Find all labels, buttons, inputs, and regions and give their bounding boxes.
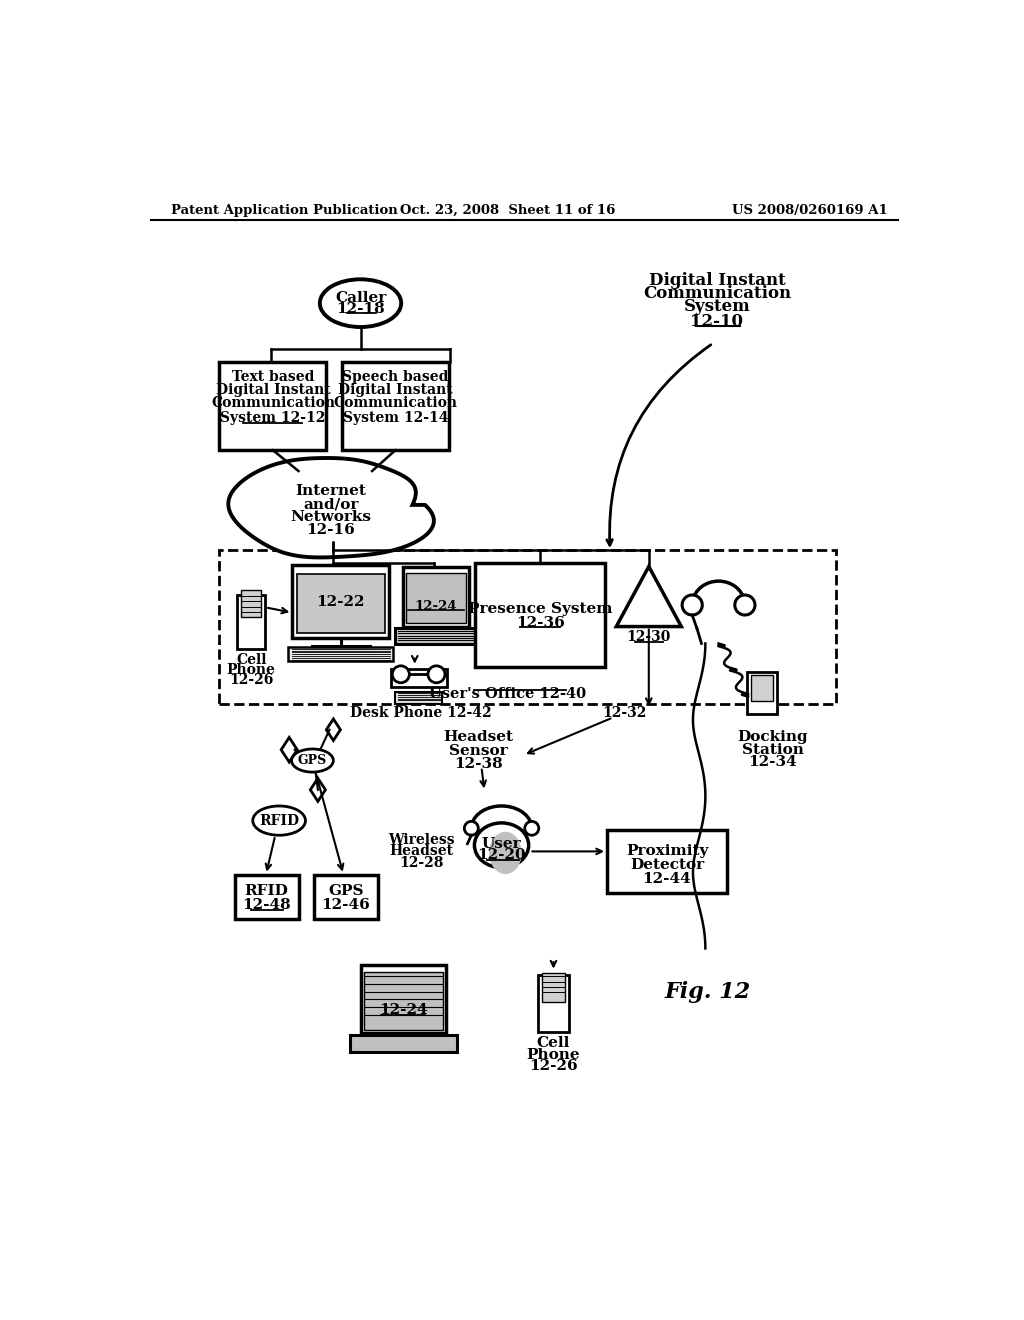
- Text: GPS: GPS: [328, 884, 364, 899]
- Text: Digital Instant: Digital Instant: [648, 272, 785, 289]
- Ellipse shape: [292, 748, 334, 772]
- Text: Digital Instant: Digital Instant: [338, 383, 453, 397]
- Text: Phone: Phone: [226, 664, 275, 677]
- Text: 12-34: 12-34: [749, 755, 797, 770]
- Circle shape: [428, 665, 445, 682]
- Text: 12-44: 12-44: [643, 873, 691, 886]
- Text: US 2008/0260169 A1: US 2008/0260169 A1: [732, 205, 888, 218]
- FancyBboxPatch shape: [538, 975, 569, 1032]
- FancyBboxPatch shape: [238, 595, 265, 649]
- FancyBboxPatch shape: [342, 362, 449, 450]
- Text: Detector: Detector: [630, 858, 705, 873]
- Text: and/or: and/or: [303, 498, 358, 511]
- Text: Fig. 12: Fig. 12: [665, 981, 751, 1003]
- Text: 12-26: 12-26: [229, 673, 273, 688]
- FancyBboxPatch shape: [407, 573, 466, 623]
- Text: Cell: Cell: [236, 653, 266, 668]
- Text: Oct. 23, 2008  Sheet 11 of 16: Oct. 23, 2008 Sheet 11 of 16: [400, 205, 615, 218]
- Text: Sensor: Sensor: [449, 743, 508, 758]
- Text: Communication: Communication: [334, 396, 458, 411]
- Text: 12-48: 12-48: [243, 899, 291, 912]
- Text: Digital Instant: Digital Instant: [216, 383, 330, 397]
- Text: 12-36: 12-36: [516, 615, 564, 630]
- Text: Speech based: Speech based: [342, 370, 449, 384]
- Text: Wireless: Wireless: [388, 833, 455, 847]
- FancyBboxPatch shape: [364, 972, 442, 1030]
- FancyBboxPatch shape: [297, 574, 385, 634]
- FancyBboxPatch shape: [395, 628, 477, 644]
- Circle shape: [735, 595, 755, 615]
- Circle shape: [525, 821, 539, 836]
- Text: Text based: Text based: [231, 370, 314, 384]
- FancyBboxPatch shape: [314, 875, 378, 919]
- FancyBboxPatch shape: [751, 675, 773, 701]
- FancyBboxPatch shape: [403, 566, 469, 627]
- Text: Networks: Networks: [291, 511, 372, 524]
- Ellipse shape: [489, 832, 521, 874]
- Text: Proximity: Proximity: [626, 845, 709, 858]
- Text: Phone: Phone: [526, 1048, 581, 1061]
- Ellipse shape: [253, 807, 305, 836]
- Text: Caller: Caller: [335, 290, 386, 305]
- Text: 12-24: 12-24: [379, 1003, 427, 1016]
- FancyBboxPatch shape: [607, 830, 727, 892]
- Ellipse shape: [319, 280, 401, 327]
- Text: 12-46: 12-46: [322, 899, 370, 912]
- Text: GPS: GPS: [298, 754, 327, 767]
- Circle shape: [464, 821, 478, 836]
- Text: Internet: Internet: [296, 484, 367, 498]
- Polygon shape: [228, 458, 434, 557]
- Text: Headset: Headset: [389, 845, 453, 858]
- FancyBboxPatch shape: [542, 973, 565, 1002]
- Text: User: User: [481, 837, 521, 850]
- Text: Cell: Cell: [537, 1036, 570, 1051]
- FancyBboxPatch shape: [219, 362, 327, 450]
- FancyBboxPatch shape: [395, 692, 442, 704]
- Text: 12-28: 12-28: [398, 855, 443, 870]
- Text: System: System: [684, 298, 751, 314]
- FancyBboxPatch shape: [391, 669, 446, 688]
- Text: 12-22: 12-22: [316, 595, 365, 609]
- Text: 12-32: 12-32: [602, 706, 646, 719]
- Text: Headset: Headset: [443, 730, 513, 744]
- FancyBboxPatch shape: [475, 562, 605, 667]
- Circle shape: [682, 595, 702, 615]
- FancyBboxPatch shape: [289, 647, 393, 661]
- Text: Communication: Communication: [643, 285, 792, 302]
- FancyBboxPatch shape: [234, 875, 299, 919]
- Text: 12-18: 12-18: [336, 302, 385, 317]
- Text: RFID: RFID: [259, 813, 299, 828]
- Text: 12-26: 12-26: [529, 1059, 578, 1073]
- FancyBboxPatch shape: [349, 1035, 457, 1052]
- FancyBboxPatch shape: [241, 590, 261, 618]
- Text: 12-38: 12-38: [454, 756, 503, 771]
- Text: 12-30: 12-30: [627, 631, 671, 644]
- Text: Docking: Docking: [737, 730, 808, 744]
- FancyBboxPatch shape: [748, 672, 776, 714]
- Text: System 12-14: System 12-14: [343, 411, 449, 425]
- Text: 12-16: 12-16: [306, 523, 355, 536]
- Text: System 12-12: System 12-12: [220, 411, 326, 425]
- Text: User's Office 12-40: User's Office 12-40: [429, 688, 587, 701]
- Circle shape: [392, 665, 410, 682]
- FancyBboxPatch shape: [292, 565, 389, 638]
- Text: Presence System: Presence System: [468, 602, 612, 616]
- Text: 12-20: 12-20: [477, 849, 526, 862]
- FancyBboxPatch shape: [360, 965, 445, 1034]
- Text: 12-24: 12-24: [415, 601, 458, 612]
- Text: 12-10: 12-10: [690, 313, 743, 330]
- Text: RFID: RFID: [245, 884, 289, 899]
- Text: Patent Application Publication: Patent Application Publication: [171, 205, 397, 218]
- Text: Station: Station: [741, 743, 804, 756]
- Text: Communication: Communication: [211, 396, 335, 411]
- Text: Desk Phone 12-42: Desk Phone 12-42: [350, 706, 492, 719]
- Ellipse shape: [474, 822, 528, 867]
